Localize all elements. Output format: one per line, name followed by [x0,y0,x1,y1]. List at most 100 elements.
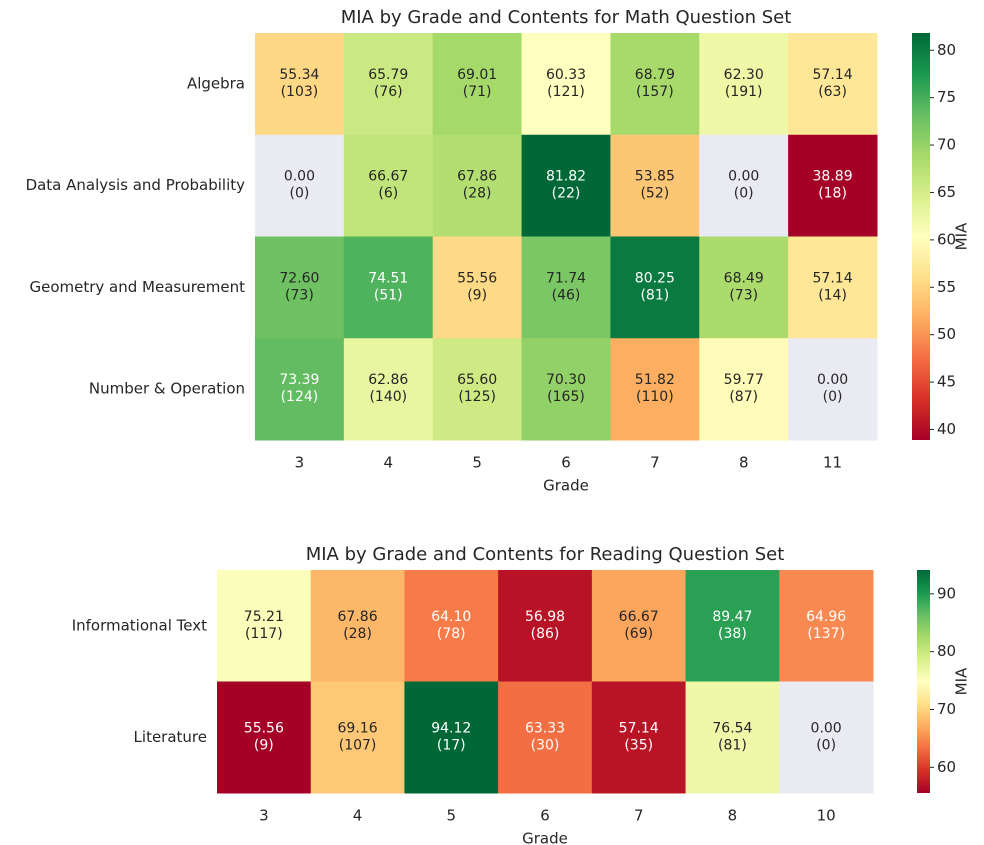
cell-value: 65.60 [457,372,497,388]
colorbar-tick-label: 75 [937,88,956,106]
cell-value: 94.12 [431,720,471,736]
cell-count: (121) [547,84,585,100]
y-tick-label: Geometry and Measurement [29,278,245,296]
cell-value: 55.56 [457,270,497,286]
cell-count: (73) [729,287,758,303]
cell-value: 0.00 [811,720,842,736]
heatmap-cell [788,338,878,441]
cell-count: (137) [807,626,845,642]
cell-value: 80.25 [635,270,675,286]
cell-count: (124) [281,389,319,405]
heatmap-cell [685,681,780,794]
cell-count: (86) [531,626,560,642]
y-tick-label: Algebra [187,74,245,92]
x-tick-label: 6 [561,454,571,472]
cell-count: (71) [463,84,492,100]
colorbar [912,33,930,440]
y-tick-label: Informational Text [72,616,207,634]
cell-value: 67.86 [338,609,378,625]
cell-value: 62.86 [368,372,408,388]
colorbar-tick-label: 50 [937,325,956,343]
cell-count: (81) [718,737,747,753]
cell-count: (28) [343,626,372,642]
x-tick-label: 3 [295,454,305,472]
heatmap-cell [404,570,499,682]
colorbar-tick-label: 60 [937,758,956,776]
cell-count: (157) [636,84,674,100]
cell-value: 57.14 [619,720,659,736]
chart-title: MIA by Grade and Contents for Reading Qu… [306,544,785,565]
heatmap-cell [521,338,611,441]
cell-count: (103) [281,84,319,100]
y-tick-label: Literature [134,728,207,746]
heatmap-cell [343,33,434,136]
heatmap-cell [432,338,523,441]
heatmap-cell [779,681,874,794]
x-tick-label: 4 [384,454,394,472]
cell-count: (52) [640,186,669,202]
cell-value: 57.14 [813,67,853,83]
cell-value: 60.33 [546,67,586,83]
heatmap-cell [521,236,611,339]
cell-count: (73) [285,287,314,303]
cell-value: 64.10 [431,609,471,625]
heatmap-cell [404,681,499,794]
heatmap-cell [343,338,434,441]
cell-value: 59.77 [724,372,764,388]
cell-count: (69) [624,626,653,642]
x-tick-label: 11 [823,454,842,472]
heatmap-cell [255,236,345,339]
cell-value: 66.67 [619,609,659,625]
heatmap-cell [343,134,434,237]
cell-value: 69.01 [457,67,497,83]
heatmap-cell [432,33,523,136]
colorbar-tick-label: 60 [937,230,956,248]
cell-value: 51.82 [635,372,675,388]
heatmap-cell [610,134,700,237]
heatmap-cell [779,570,874,682]
cell-count: (6) [378,186,398,202]
colorbar-tick-label: 45 [937,373,956,391]
heatmap-cell [699,236,789,339]
cell-value: 69.16 [338,720,378,736]
cell-count: (28) [463,186,492,202]
heatmap-cell [498,681,593,794]
cell-count: (9) [467,287,487,303]
heatmap-cell [255,338,345,441]
colorbar-tick-label: 90 [937,584,956,602]
cell-count: (51) [374,287,403,303]
heatmap-cell [591,681,687,794]
cell-value: 0.00 [728,169,759,185]
heatmap-cell [343,236,434,339]
x-tick-label: 10 [817,807,836,825]
x-axis-label: Grade [543,477,589,495]
x-tick-label: 5 [447,807,457,825]
cell-value: 71.74 [546,270,586,286]
colorbar [917,570,930,793]
x-tick-label: 8 [739,454,749,472]
cell-value: 38.89 [813,169,853,185]
cell-count: (0) [823,389,843,405]
heatmap-cell [788,236,878,339]
heatmap-cell [521,33,611,136]
cell-count: (35) [624,737,653,753]
cell-value: 67.86 [457,169,497,185]
heatmap-cell [699,134,789,237]
x-tick-label: 7 [634,807,644,825]
heatmap-cell [310,570,405,682]
cell-value: 53.85 [635,169,675,185]
heatmap-cell [255,134,345,237]
heatmap-cell [610,33,700,136]
heatmap-cell [217,570,312,682]
heatmap-cell [591,570,687,682]
heatmap-cell [788,134,878,237]
cell-value: 57.14 [813,270,853,286]
cell-count: (63) [818,84,847,100]
x-tick-label: 5 [472,454,482,472]
heatmap-cell [699,33,789,136]
chart-title: MIA by Grade and Contents for Math Quest… [341,7,792,28]
x-tick-label: 4 [353,807,363,825]
colorbar-label: MIA [953,222,971,250]
heatmap-cell [432,236,523,339]
